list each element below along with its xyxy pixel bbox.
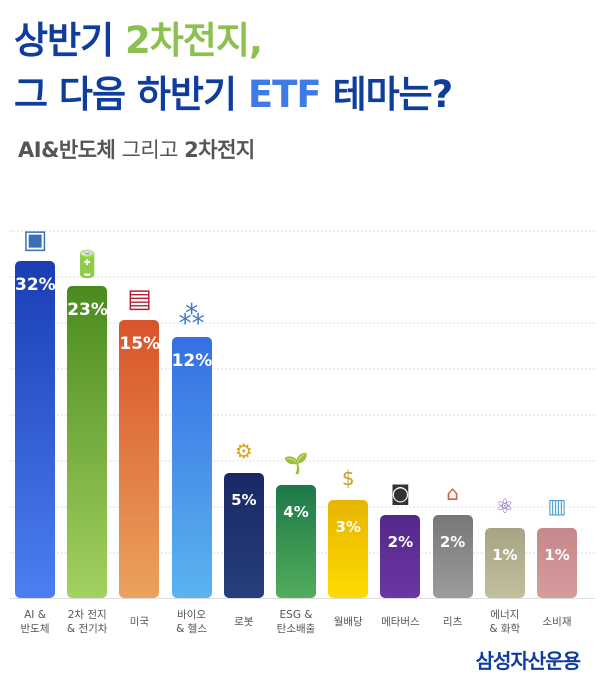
data-label: 5% [231, 491, 257, 509]
data-label: 32% [15, 275, 56, 295]
bar [380, 515, 421, 598]
x-tick-label: ESG & 탄소배출 [276, 609, 316, 635]
gridline [10, 368, 595, 370]
money-bag-icon: $ [341, 466, 355, 490]
shopping-basket-icon: ▥ [547, 494, 567, 518]
data-label: 2% [439, 533, 466, 551]
molecule-icon: ⁂ [178, 301, 205, 331]
bar [328, 500, 369, 598]
house-icon: ⌂ [446, 481, 459, 505]
bar [15, 261, 55, 598]
bar [119, 320, 160, 598]
battery-icon: 🔋 [71, 250, 104, 280]
data-label: 1% [492, 546, 518, 564]
data-label: 1% [544, 546, 570, 564]
x-tick-label: 소비재 [542, 616, 572, 628]
gridline [10, 276, 595, 278]
x-axis [10, 598, 595, 599]
bar [276, 485, 316, 598]
bar [484, 528, 525, 598]
x-tick-label: AI & 반도체 [20, 609, 50, 635]
data-label: 12% [171, 351, 213, 371]
gridline [10, 460, 595, 462]
x-tick-label: 로봇 [234, 616, 254, 628]
gridline [10, 230, 595, 232]
title-line-1: 상반기 2차전지, [14, 10, 263, 64]
atom-icon: ⚛ [495, 494, 514, 518]
x-tick-label: 에너지 & 화학 [489, 609, 521, 635]
subtitle-c: 2차전지 [184, 138, 255, 162]
x-tick-label: 메타버스 [381, 616, 420, 628]
subtitle-a: AI&반도체 [18, 138, 116, 162]
gridline [10, 322, 595, 324]
us-flag-icon: ▤ [127, 284, 152, 314]
x-tick-label: 리츠 [442, 616, 463, 628]
gridline [10, 414, 595, 416]
bar [432, 515, 473, 598]
title-text: 그 다음 하반기 [14, 73, 248, 116]
data-label: 3% [335, 518, 361, 536]
bar [223, 473, 264, 598]
subtitle: AI&반도체 그리고 2차전지 [18, 134, 255, 164]
data-label: 15% [119, 334, 161, 354]
title-text: 상반기 [14, 19, 126, 62]
title-line-2: 그 다음 하반기 ETF 테마는? [14, 64, 454, 118]
x-tick-label: 미국 [129, 616, 150, 628]
data-label: 2% [387, 533, 414, 551]
bar [171, 337, 212, 598]
x-tick-label: 2차 전지 & 전기차 [66, 609, 108, 635]
data-label: 4% [283, 503, 309, 521]
chip-icon: ▣ [22, 225, 48, 255]
title-highlight: ETF [247, 73, 322, 116]
x-tick-label: 월배당 [333, 616, 363, 628]
bar [537, 528, 577, 598]
title-highlight: 2차전지, [125, 19, 263, 62]
sprout-icon: 🌱 [283, 451, 309, 475]
brand-logo: 삼성자산운용 [475, 649, 581, 673]
title-text: 테마는? [320, 73, 454, 116]
x-tick-label: 바이오 & 헬스 [176, 609, 208, 635]
subtitle-b: 그리고 [115, 138, 185, 162]
robot-arm-icon: ⚙ [234, 439, 253, 463]
data-label: 23% [67, 300, 108, 320]
bar [67, 286, 108, 598]
vr-headset-icon: ◙ [390, 481, 411, 505]
